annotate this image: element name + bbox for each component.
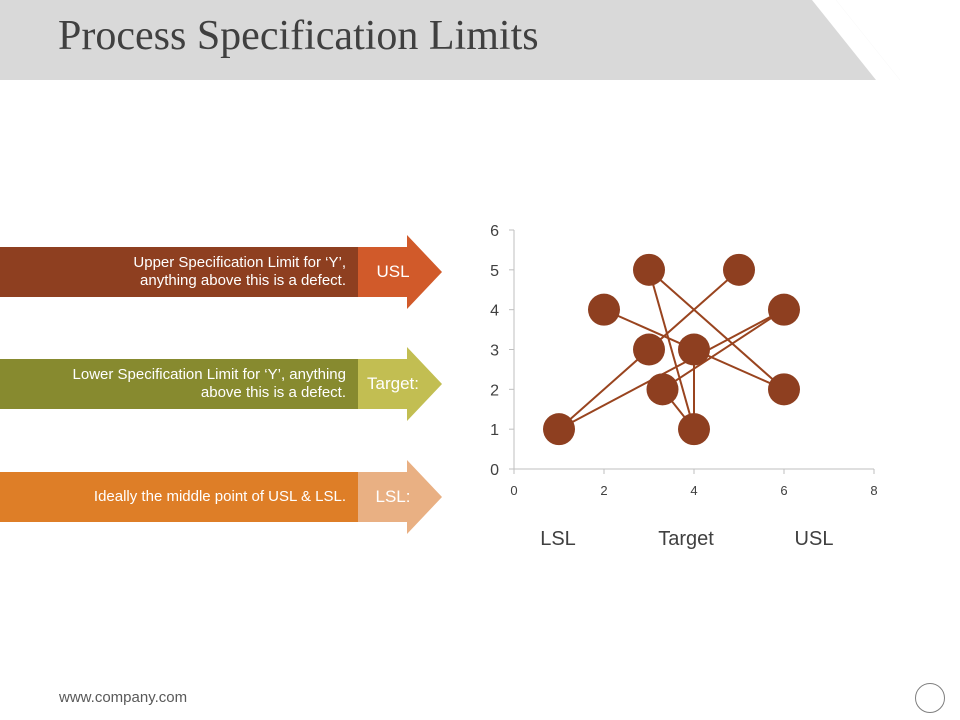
category-label: Target xyxy=(658,528,714,550)
data-point xyxy=(678,413,710,446)
data-point xyxy=(543,413,575,446)
y-tick-label: 6 xyxy=(490,223,499,240)
x-tick-label: 4 xyxy=(690,483,697,498)
connector-line xyxy=(648,269,695,430)
connector-line xyxy=(558,308,785,431)
data-point xyxy=(646,373,679,406)
connector-line xyxy=(661,308,785,391)
target-description-line2: above this is a defect. xyxy=(200,384,346,401)
target-description-line1: Lower Specification Limit for ‘Y’, anyth… xyxy=(72,366,346,383)
category-label: LSL xyxy=(540,528,576,550)
data-point xyxy=(588,293,620,326)
usl-arrow-label: USL xyxy=(376,262,410,281)
data-point xyxy=(723,253,755,286)
lsl-arrow xyxy=(358,460,442,534)
y-tick-label: 4 xyxy=(490,303,499,320)
y-tick-label: 1 xyxy=(490,422,499,439)
usl-description: Upper Specification Limit for ‘Y’, anyth… xyxy=(0,247,358,297)
data-point xyxy=(768,373,800,406)
page-number-circle xyxy=(915,683,945,713)
footer-url: www.company.com xyxy=(59,689,188,706)
lsl-arrow-label: LSL: xyxy=(375,487,411,506)
y-tick-label: 3 xyxy=(490,343,499,360)
y-tick-label: 0 xyxy=(490,462,499,479)
x-tick-label: 2 xyxy=(600,483,607,498)
usl-description-line2: anything above this is a defect. xyxy=(140,272,346,289)
data-point xyxy=(678,333,710,366)
usl-description-line1: Upper Specification Limit for ‘Y’, xyxy=(133,254,346,271)
scatter-chart: 0 1 2 3 4 5 6 0 2 4 6 8 LSL Target USL xyxy=(490,223,878,550)
target-description: Lower Specification Limit for ‘Y’, anyth… xyxy=(0,359,358,409)
target-arrow xyxy=(358,347,442,421)
data-point xyxy=(633,253,665,286)
category-label: USL xyxy=(795,528,834,550)
y-tick-label: 2 xyxy=(490,382,499,399)
connector-line xyxy=(648,269,785,391)
page-title: Process Specification Limits xyxy=(58,13,539,59)
y-tick-label: 5 xyxy=(490,263,499,280)
usl-arrow xyxy=(358,235,442,309)
title-bar: Process Specification Limits xyxy=(0,0,960,80)
data-point xyxy=(768,293,800,326)
header-slash-decoration xyxy=(812,0,960,80)
target-arrow-label: Target: xyxy=(367,374,419,393)
x-tick-label: 6 xyxy=(780,483,787,498)
data-point xyxy=(633,333,665,366)
x-tick-label: 0 xyxy=(510,483,517,498)
x-tick-label: 8 xyxy=(870,483,877,498)
lsl-description-line1: Ideally the middle point of USL & LSL. xyxy=(93,488,346,505)
lsl-description: Ideally the middle point of USL & LSL. xyxy=(0,472,358,522)
